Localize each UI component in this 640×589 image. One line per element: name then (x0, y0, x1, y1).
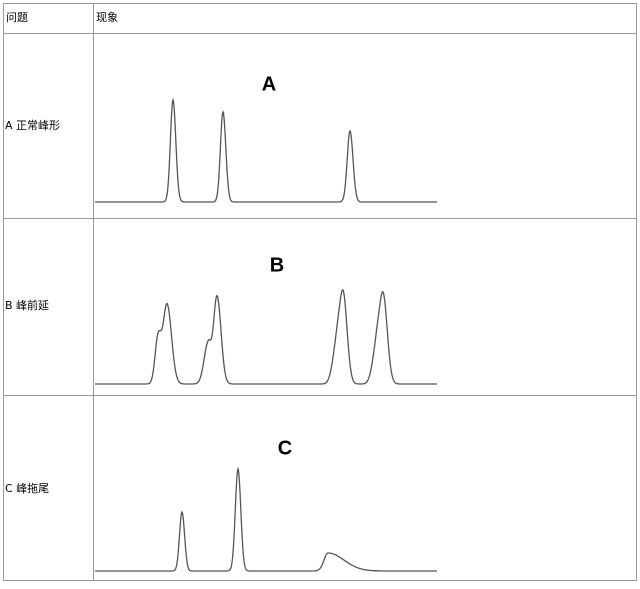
chromatogram-curve (95, 288, 437, 385)
chromatogram-curve (95, 466, 437, 572)
table-border (3, 3, 637, 581)
header-cell: 现象 (96, 11, 118, 24)
row-label: B 峰前延 (5, 298, 49, 312)
figure-letter: C (278, 437, 292, 459)
figure-letter: A (262, 73, 276, 95)
row-label: C 峰拖尾 (5, 481, 49, 495)
chromatogram-curve (95, 97, 437, 203)
row-label: A 正常峰形 (5, 119, 60, 132)
header-cell: 问题 (6, 11, 28, 24)
figure-letter: B (270, 254, 284, 276)
